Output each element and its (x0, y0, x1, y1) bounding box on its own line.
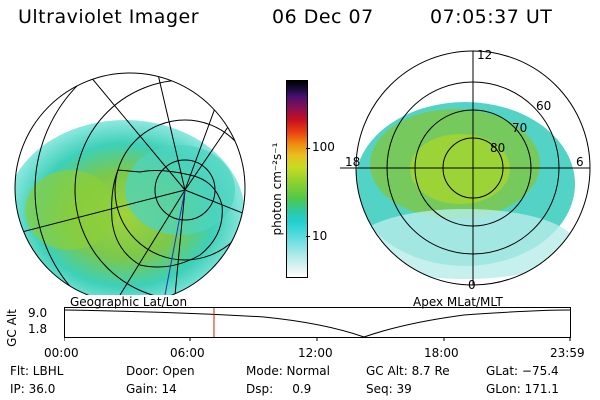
mlt-label-0: 0 (468, 278, 476, 292)
altitude-curve (64, 309, 571, 338)
altitude-ytick-high: 9.0 (28, 306, 48, 320)
colorbar-tick-100: 100 (312, 140, 335, 154)
colorbar-unit-label: photon cm⁻²s⁻¹ (270, 142, 284, 236)
info-glon: GLon: 171.1 (486, 382, 559, 396)
geographic-image (14, 72, 246, 295)
mlat-label-70: 70 (512, 121, 527, 135)
altitude-ytick-low: 1.8 (28, 322, 48, 336)
instrument-title: Ultraviolet Imager (18, 6, 200, 28)
mlat-label-60: 60 (536, 99, 551, 113)
time-tick-1200: 12:00 (298, 346, 333, 360)
info-seq: Seq: 39 (366, 382, 412, 396)
time-tick-2359: 23:59 (550, 346, 585, 360)
info-door: Door: Open (126, 364, 195, 378)
info-gc-alt: GC Alt: 8.7 Re (366, 364, 450, 378)
magnetic-polar-image: 12 18 6 0 60 70 80 (340, 48, 591, 292)
observation-date: 06 Dec 07 (272, 6, 374, 28)
info-glat: GLat: −75.4 (486, 364, 559, 378)
time-tick-0000: 00:00 (44, 346, 79, 360)
info-ip: IP: 36.0 (10, 382, 56, 396)
info-mode: Mode: Normal (246, 364, 330, 378)
info-gain: Gain: 14 (126, 382, 177, 396)
altitude-plot (64, 307, 571, 341)
geographic-label: Geographic Lat/Lon (70, 295, 188, 309)
observation-time: 07:05:37 UT (430, 6, 553, 28)
mlat-label-80: 80 (490, 141, 505, 155)
mlt-label-18: 18 (345, 155, 360, 169)
mlt-label-6: 6 (576, 155, 584, 169)
info-dsp: Dsp: 0.9 (246, 382, 312, 396)
mlt-label-12: 12 (477, 48, 492, 62)
time-tick-1800: 18:00 (424, 346, 459, 360)
magnetic-label: Apex MLat/MLT (413, 295, 503, 309)
info-filter: Flt: LBHL (10, 364, 64, 378)
colorbar-tick-10: 10 (312, 229, 328, 243)
altitude-ylabel: GC Alt (5, 309, 19, 347)
antarctica-coastline (111, 169, 223, 268)
time-tick-0600: 06:00 (170, 346, 205, 360)
colorbar (286, 80, 308, 278)
mlat-grid (340, 50, 591, 286)
